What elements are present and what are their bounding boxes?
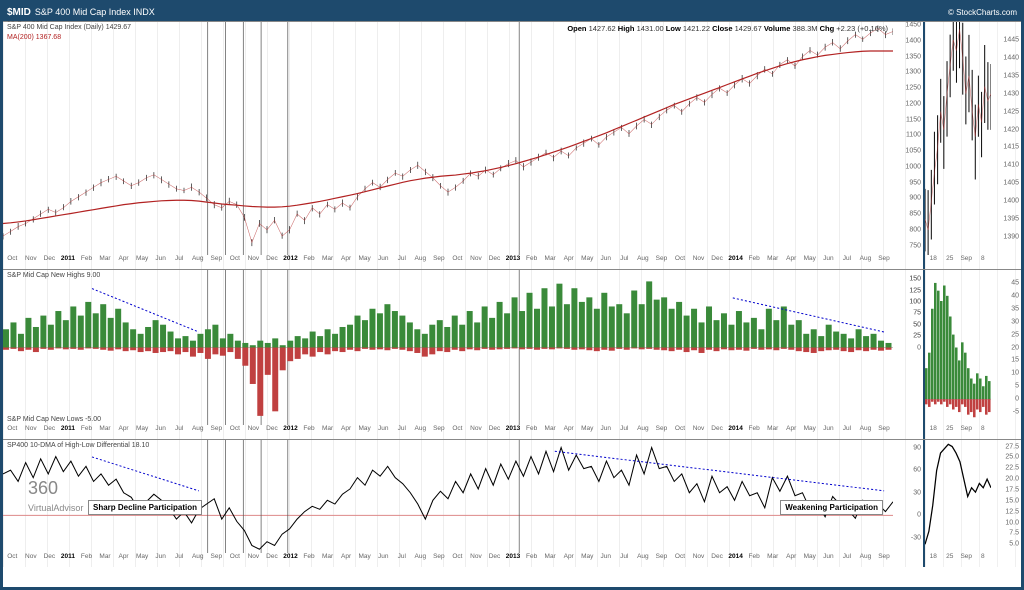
price-panel-main[interactable]: S&P 400 Mid Cap Index (Daily) 1429.67 MA… bbox=[3, 22, 923, 269]
logo-watermark: 360 VirtualAdvisor bbox=[28, 478, 83, 514]
histo-zoom-x-axis: 1825Sep8 bbox=[925, 425, 991, 439]
histogram-plot bbox=[3, 270, 893, 425]
chart-panels: S&P 400 Mid Cap Index (Daily) 1429.67 MA… bbox=[3, 21, 1021, 587]
attribution: © StockCharts.com bbox=[948, 8, 1017, 17]
histo-zoom-y-axis: 454035302520151050-5 bbox=[991, 270, 1021, 425]
chart-header: $MID S&P 400 Mid Cap Index INDX © StockC… bbox=[3, 3, 1021, 21]
price-y-axis: 1450140013501300125012001150110010501000… bbox=[893, 22, 923, 255]
ticker-symbol: $MID bbox=[7, 7, 31, 18]
histo-x-axis: OctNovDec2011FebMarAprMayJunJulAugSepOct… bbox=[3, 425, 893, 439]
ohlc-readout: Open 1427.62 High 1431.00 Low 1421.22 Cl… bbox=[567, 24, 888, 33]
price-zoom-x-axis: 1825Sep8 bbox=[925, 255, 991, 269]
price-series-label: S&P 400 Mid Cap Index (Daily) 1429.67 bbox=[7, 24, 131, 31]
stockcharts-chart: $MID S&P 400 Mid Cap Index INDX © StockC… bbox=[0, 0, 1024, 590]
diff-plot bbox=[3, 440, 893, 553]
price-plot bbox=[3, 22, 893, 255]
histogram-zoom-panel[interactable]: 454035302520151050-5 1825Sep8 bbox=[923, 270, 1021, 439]
highs-label: S&P Mid Cap New Highs 9.00 bbox=[7, 272, 100, 279]
diff-x-axis: OctNovDec2011FebMarAprMayJunJulAugSepOct… bbox=[3, 553, 893, 567]
diff-zoom-plot bbox=[925, 440, 991, 553]
histo-y-axis: 1501251007550250255075100125150 bbox=[893, 270, 923, 425]
diff-zoom-x-axis: 1825Sep8 bbox=[925, 553, 991, 567]
histogram-panel-row: S&P Mid Cap New Highs 9.00 S&P Mid Cap N… bbox=[3, 269, 1021, 439]
histogram-panel-main[interactable]: S&P Mid Cap New Highs 9.00 S&P Mid Cap N… bbox=[3, 270, 923, 439]
differential-panel-row: SP400 10-DMA of High-Low Differential 18… bbox=[3, 439, 1021, 567]
differential-panel-main[interactable]: SP400 10-DMA of High-Low Differential 18… bbox=[3, 440, 923, 567]
index-name: S&P 400 Mid Cap Index INDX bbox=[35, 7, 155, 17]
price-zoom-y-axis: 1445144014351430142514201415141014051400… bbox=[991, 22, 1021, 255]
lows-label: S&P Mid Cap New Lows -5.00 bbox=[7, 416, 101, 423]
ma-label: MA(200) 1367.68 bbox=[7, 34, 61, 41]
diff-label: SP400 10-DMA of High-Low Differential 18… bbox=[7, 442, 149, 449]
diff-y-axis: 9060300-30 bbox=[893, 440, 923, 553]
annotation-sharp-decline: Sharp Decline Participation bbox=[88, 500, 202, 515]
diff-zoom-y-axis: 27.525.022.520.017.515.012.510.07.55.0 bbox=[991, 440, 1021, 553]
price-zoom-panel[interactable]: 1445144014351430142514201415141014051400… bbox=[923, 22, 1021, 269]
price-zoom-plot bbox=[925, 22, 991, 255]
differential-zoom-panel[interactable]: 27.525.022.520.017.515.012.510.07.55.0 1… bbox=[923, 440, 1021, 567]
histogram-zoom-plot bbox=[925, 270, 991, 425]
price-x-axis: OctNovDec2011FebMarAprMayJunJulAugSepOct… bbox=[3, 255, 893, 269]
annotation-weakening: Weakening Participation bbox=[780, 500, 883, 515]
price-panel-row: S&P 400 Mid Cap Index (Daily) 1429.67 MA… bbox=[3, 21, 1021, 269]
